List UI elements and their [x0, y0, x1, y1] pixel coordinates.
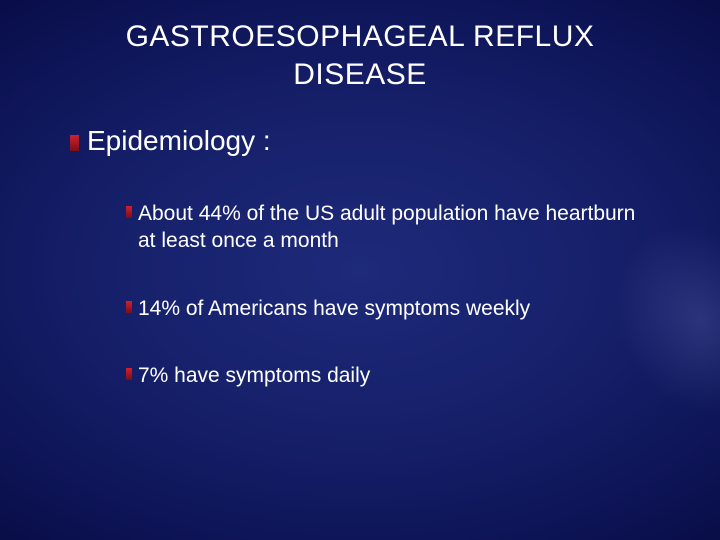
section-label: Epidemiology :: [87, 125, 271, 157]
title-line1: GASTROESOPHAGEAL REFLUX: [126, 20, 595, 53]
slide: GASTROESOPHAGEAL REFLUX DISEASE Epidemio…: [0, 0, 720, 540]
square-bullet-icon: [70, 135, 79, 151]
slide-title: GASTROESOPHAGEAL REFLUX DISEASE: [0, 18, 720, 93]
title-line2: DISEASE: [293, 58, 427, 91]
square-bullet-icon: [126, 301, 132, 313]
square-bullet-icon: [126, 206, 132, 218]
section-heading: Epidemiology :: [70, 125, 271, 157]
bullet-list: About 44% of the US adult population hav…: [126, 200, 646, 429]
list-item: 7% have symptoms daily: [126, 362, 646, 389]
square-bullet-icon: [126, 368, 132, 380]
list-item-text: 7% have symptoms daily: [138, 362, 370, 389]
list-item: About 44% of the US adult population hav…: [126, 200, 646, 255]
list-item-text: About 44% of the US adult population hav…: [138, 200, 646, 255]
list-item-text: 14% of Americans have symptoms weekly: [138, 295, 530, 322]
list-item: 14% of Americans have symptoms weekly: [126, 295, 646, 322]
